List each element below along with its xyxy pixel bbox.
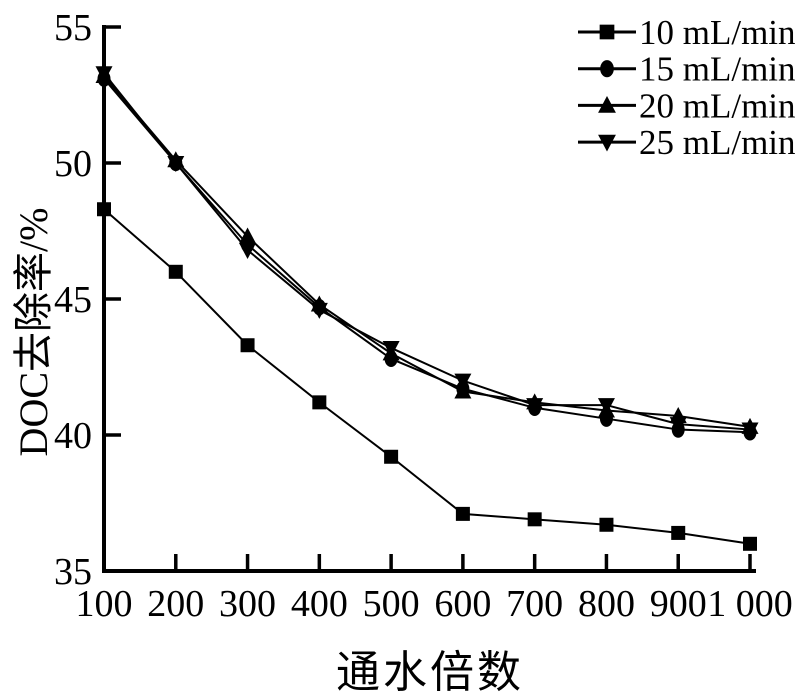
legend-marker [599,24,615,40]
x-tick-label: 1 000 [707,583,793,625]
data-point-marker [671,525,686,540]
data-point-marker [527,512,542,527]
data-point-marker [454,373,472,390]
x-tick-label: 400 [291,583,348,625]
legend-label: 10 mL/min [639,13,796,52]
y-tick-label: 35 [54,551,92,593]
x-tick-label: 100 [76,583,133,625]
data-point-marker [526,398,544,415]
x-tick-label: 200 [147,583,204,625]
data-point-marker [669,417,687,434]
x-tick-label: 900 [650,583,707,625]
legend-marker [598,95,616,113]
data-point-marker [310,302,328,319]
x-tick-label: 800 [578,583,635,625]
data-point-marker [240,338,255,353]
series-line [103,78,751,434]
y-axis-title: DOC去除率/% [11,207,56,457]
data-point-marker [167,156,185,172]
x-tick-label: 500 [363,583,420,625]
data-point-marker [312,395,327,410]
data-point-marker [384,449,399,464]
data-point-marker [741,422,759,439]
y-tick-label: 55 [54,7,92,49]
y-tick-label: 45 [54,279,92,321]
x-tick-label: 300 [219,583,276,625]
legend-label: 20 mL/min [639,86,796,125]
data-point-marker [454,382,472,399]
data-point-marker [239,227,257,244]
series-line [103,72,751,431]
data-point-marker [97,202,111,217]
data-point-marker [597,398,615,415]
data-point-marker [743,536,757,551]
legend-label: 15 mL/min [639,50,796,89]
data-point-marker [599,517,614,532]
data-point-marker [95,66,113,83]
y-tick-label: 40 [54,415,92,457]
series-line [103,75,751,428]
x-axis-title: 通水倍数 [336,648,524,697]
data-point-marker [382,340,400,357]
series-line [103,208,751,545]
data-point-marker [168,264,183,279]
data-point-marker [239,243,257,260]
legend-marker [600,60,614,78]
legend-label: 25 mL/min [639,123,796,162]
x-tick-label: 600 [434,583,491,625]
y-tick-label: 50 [54,143,92,185]
x-tick-label: 700 [506,583,563,625]
legend-marker [598,134,616,152]
data-point-marker [455,506,470,521]
